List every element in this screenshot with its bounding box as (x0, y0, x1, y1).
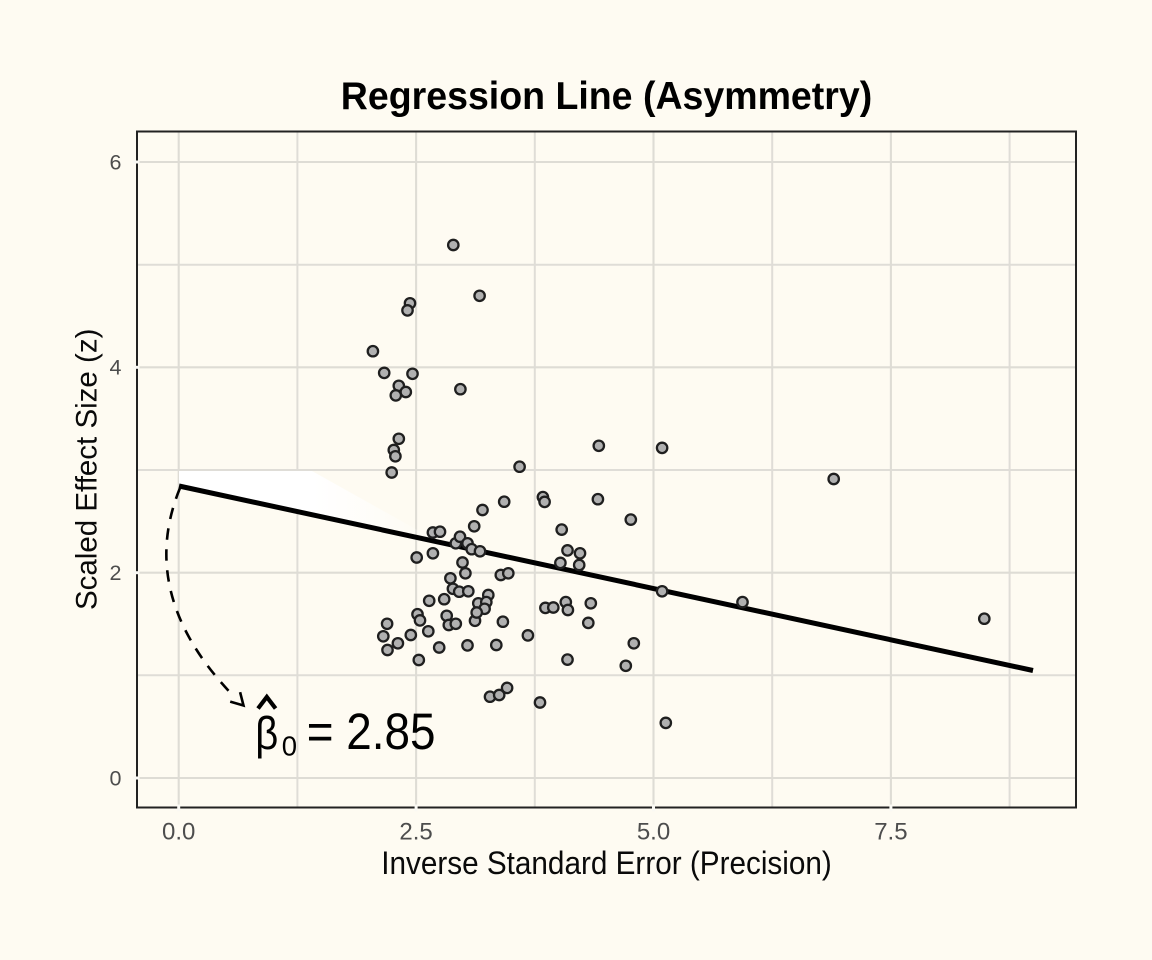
svg-text:Scaled Effect Size (z): Scaled Effect Size (z) (71, 329, 104, 610)
svg-text:4: 4 (110, 356, 122, 380)
svg-text:= 2.85: = 2.85 (307, 703, 436, 760)
svg-text:6: 6 (110, 150, 122, 174)
svg-text:Regression Line (Asymmetry): Regression Line (Asymmetry) (341, 74, 872, 118)
svg-text:2: 2 (110, 561, 122, 585)
svg-text:Inverse Standard Error (Precis: Inverse Standard Error (Precision) (381, 845, 832, 881)
svg-text:2.5: 2.5 (399, 819, 432, 846)
svg-text:0: 0 (110, 766, 122, 790)
svg-text:β: β (255, 708, 278, 759)
svg-text:5.0: 5.0 (637, 819, 670, 846)
svg-text:0: 0 (282, 731, 297, 762)
svg-text:0.0: 0.0 (162, 819, 195, 846)
svg-text:7.5: 7.5 (874, 819, 907, 846)
